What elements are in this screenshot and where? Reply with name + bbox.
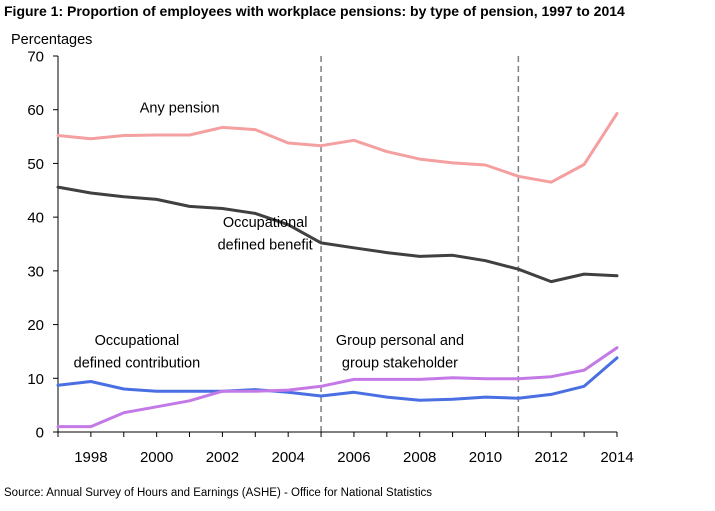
y-tick-label: 0 xyxy=(36,425,44,442)
x-tick-label: 2002 xyxy=(206,449,239,466)
y-tick-label: 30 xyxy=(27,263,44,280)
series-line-occupational-defined-benefit xyxy=(56,185,619,284)
source-note: Source: Annual Survey of Hours and Earni… xyxy=(4,487,433,499)
x-tick-label: 2010 xyxy=(469,449,502,466)
x-tick-label: 2006 xyxy=(337,449,370,466)
x-tick-label: 2012 xyxy=(535,449,568,466)
series-line-group-personal-and-group-stakeholder xyxy=(56,346,619,429)
series-annotation: defined benefit xyxy=(218,237,313,253)
series-line-occupational-defined-contribution xyxy=(56,356,619,402)
y-tick-label: 10 xyxy=(27,371,44,388)
series-annotation: Occupational xyxy=(223,215,308,231)
figure-title: Figure 1: Proportion of employees with w… xyxy=(4,3,625,19)
y-axis-label: Percentages xyxy=(11,32,92,48)
x-tick-label: 2008 xyxy=(403,449,436,466)
series-annotation: Any pension xyxy=(140,100,220,116)
y-tick-label: 60 xyxy=(27,102,44,119)
x-tick-label: 1998 xyxy=(74,449,107,466)
x-tick-label: 2004 xyxy=(271,449,304,466)
y-tick-label: 70 xyxy=(27,49,44,66)
x-tick-label: 2014 xyxy=(600,449,633,466)
series-line-any-pension xyxy=(56,112,619,184)
y-tick-label: 50 xyxy=(27,156,44,173)
series-annotation: Occupational xyxy=(95,333,180,349)
y-tick-label: 20 xyxy=(27,317,44,334)
series-annotation: Group personal and xyxy=(336,333,464,349)
series-annotation: defined contribution xyxy=(74,356,201,372)
series-annotation: group stakeholder xyxy=(342,356,458,372)
y-tick-label: 40 xyxy=(27,210,44,227)
x-tick-label: 2000 xyxy=(140,449,173,466)
